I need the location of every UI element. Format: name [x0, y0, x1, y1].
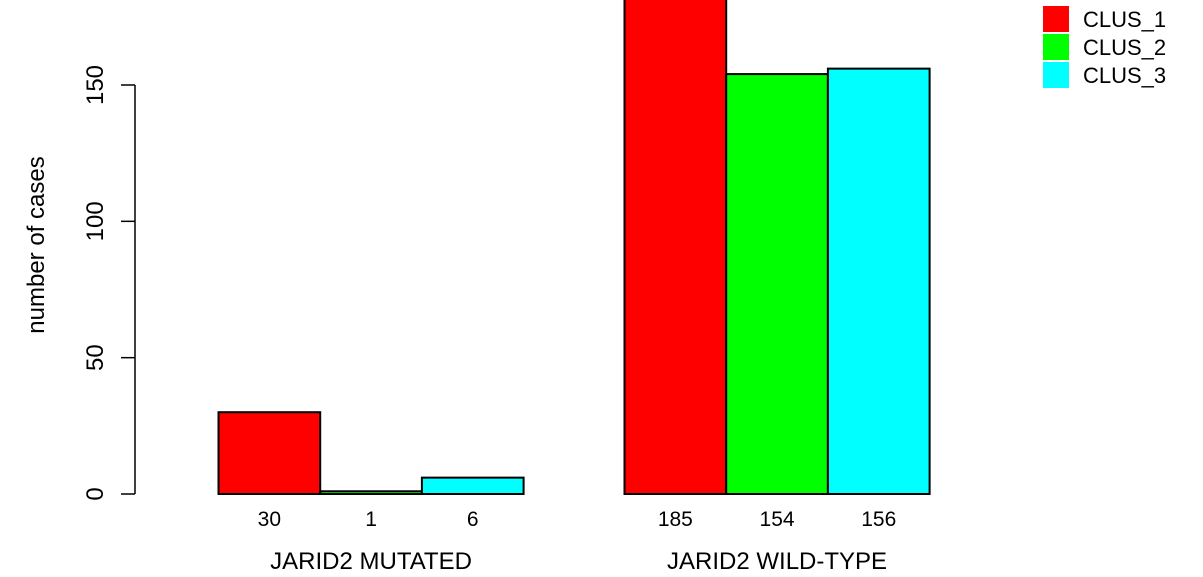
group-label: JARID2 WILD-TYPE — [667, 548, 887, 575]
value-labels: 30 1 6 185 154 156 — [258, 508, 897, 531]
legend-label: CLUS_1 — [1083, 7, 1166, 32]
legend-swatch — [1043, 62, 1069, 88]
y-tick-label: 100 — [82, 201, 109, 241]
y-axis-label: number of cases — [23, 156, 50, 333]
legend: CLUS_1 CLUS_2 CLUS_3 — [1043, 6, 1166, 88]
legend-swatch — [1043, 34, 1069, 60]
group-labels: JARID2 MUTATED JARID2 WILD-TYPE — [270, 548, 887, 575]
bar-value-label: 30 — [258, 508, 281, 531]
bar — [625, 0, 727, 494]
bar-value-label: 1 — [365, 508, 377, 531]
bar-value-label: 185 — [658, 508, 693, 531]
y-tick-label: 150 — [82, 65, 109, 105]
y-axis: 0 50 100 150 — [82, 65, 135, 501]
bar-value-label: 156 — [861, 508, 896, 531]
legend-swatch — [1043, 6, 1069, 32]
bar — [828, 69, 930, 494]
bar — [320, 491, 422, 494]
bar-value-label: 6 — [467, 508, 479, 531]
y-tick-label: 0 — [82, 487, 109, 500]
legend-label: CLUS_2 — [1083, 35, 1166, 60]
bars — [219, 0, 930, 494]
y-tick-label: 50 — [82, 344, 109, 371]
legend-label: CLUS_3 — [1083, 63, 1166, 88]
bar — [422, 478, 524, 494]
bar-value-label: 154 — [760, 508, 795, 531]
group-label: JARID2 MUTATED — [270, 548, 472, 575]
bar — [726, 74, 828, 494]
bar — [219, 412, 321, 494]
